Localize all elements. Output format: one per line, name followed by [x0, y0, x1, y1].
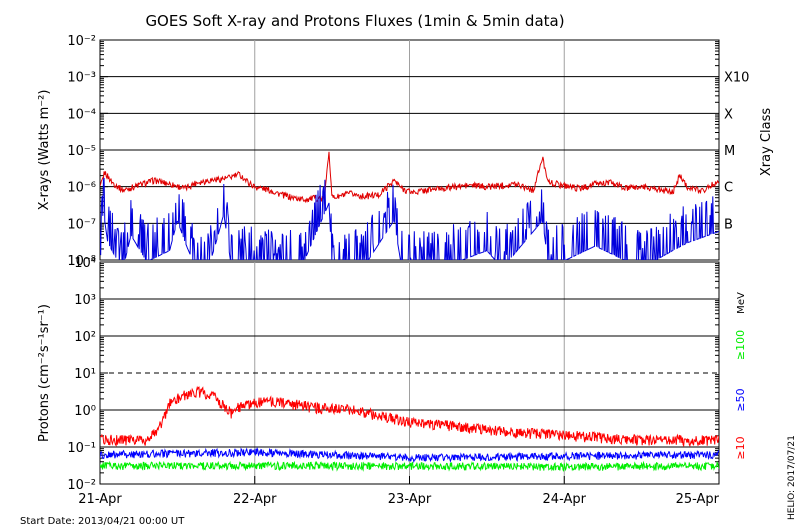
xtick-label: 23-Apr — [388, 492, 432, 507]
xray-series-short — [100, 177, 719, 260]
ytick-label: 10⁻⁴ — [67, 107, 96, 122]
proton-energy-label: ≥50 — [734, 388, 747, 411]
proton-mev-label: MeV — [736, 292, 747, 314]
xtick-label: 22-Apr — [233, 492, 277, 507]
proton-panel: 10⁻² 10⁻¹ 10⁰ 10¹ 10² 10³ 10⁴ Protons (cm⁻²s⁻¹s… — [37, 256, 747, 507]
xtick-label: 25-Apr — [676, 492, 720, 507]
start-date: Start Date: 2013/04/21 00:00 UT — [20, 516, 185, 527]
helio-credit: HELIO: 2017/07/21 — [787, 435, 797, 520]
proton-energy-label: ≥100 — [734, 330, 747, 360]
ytick-label: 10⁻⁸ — [67, 254, 96, 269]
ytick-label: 10¹ — [74, 367, 96, 382]
xray-class-axis-title: Xray Class — [759, 108, 774, 176]
ytick-label: 10⁻² — [67, 478, 96, 493]
chart-title: GOES Soft X-ray and Protons Fluxes (1min… — [145, 12, 564, 30]
ytick-label: 10⁻⁶ — [67, 181, 96, 196]
protons-ylabel: Protons (cm⁻²s⁻¹sr⁻¹) — [37, 304, 52, 442]
ytick-label: 10³ — [74, 293, 96, 308]
ytick-label: 10⁻¹ — [67, 441, 96, 456]
proton-series — [100, 385, 719, 448]
proton-series — [100, 460, 719, 473]
xray-class-label: X — [724, 107, 733, 122]
xray-ylabel: X-rays (Watts m⁻²) — [37, 90, 52, 211]
xray-panel: 10⁻⁸ 10⁻⁷ 10⁻⁶ 10⁻⁵ 10⁻⁴ 10⁻³ 10⁻² X-rays (Watt… — [37, 34, 774, 269]
ytick-label: 10² — [74, 330, 96, 345]
ytick-label: 10⁻⁵ — [67, 144, 96, 159]
xray-class-label: C — [724, 181, 733, 196]
ytick-label: 10⁻³ — [67, 71, 96, 86]
ytick-label: 10⁻⁷ — [67, 217, 96, 232]
ytick-label: 10⁴ — [74, 256, 96, 271]
xray-class-label: X10 — [724, 71, 749, 86]
proton-series — [100, 446, 719, 464]
xtick-label: 24-Apr — [543, 492, 587, 507]
ytick-label: 10⁻² — [67, 34, 96, 49]
proton-energy-label: ≥10 — [734, 436, 747, 459]
ytick-label: 10⁰ — [74, 404, 96, 419]
xray-class-label: M — [724, 144, 735, 159]
xtick-label: 21-Apr — [78, 492, 122, 507]
xray-series-long — [100, 151, 719, 204]
xray-class-label: B — [724, 217, 733, 232]
